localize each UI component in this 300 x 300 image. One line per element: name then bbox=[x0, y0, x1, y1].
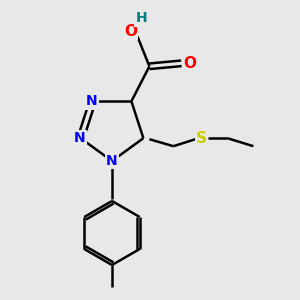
Text: N: N bbox=[86, 94, 98, 108]
Text: N: N bbox=[106, 154, 118, 168]
Text: O: O bbox=[124, 24, 137, 39]
Text: H: H bbox=[136, 11, 147, 25]
Text: S: S bbox=[196, 131, 207, 146]
Text: O: O bbox=[183, 56, 196, 71]
Text: N: N bbox=[74, 131, 85, 145]
